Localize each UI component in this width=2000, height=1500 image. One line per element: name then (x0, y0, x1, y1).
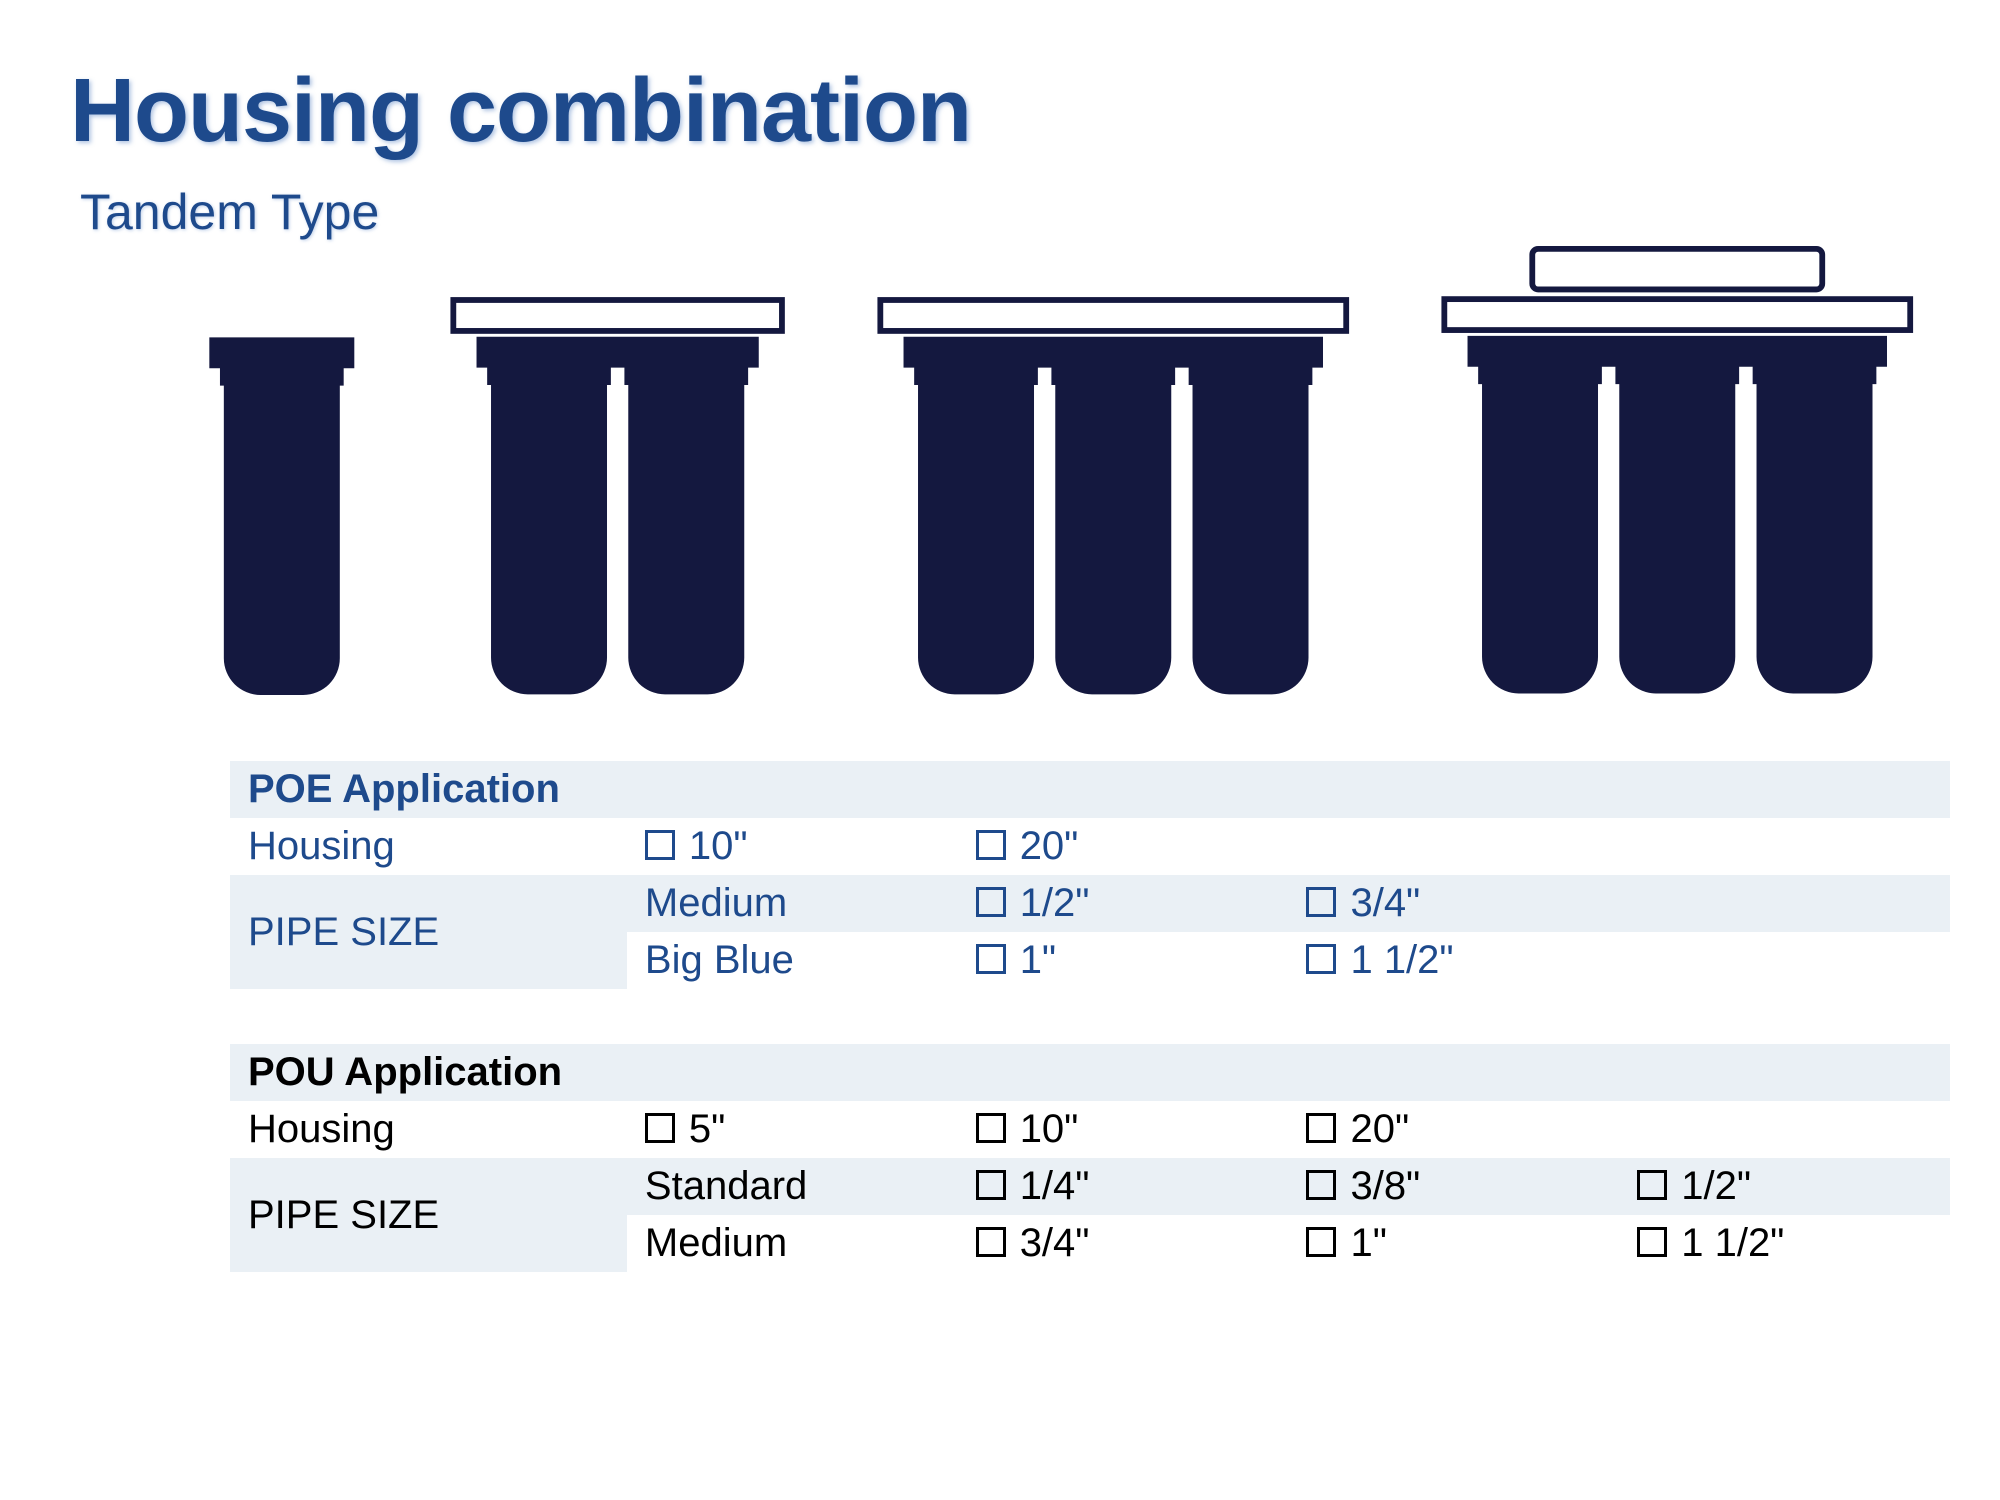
poe-cell (1619, 875, 1950, 932)
pou-option-label: 5" (689, 1107, 725, 1151)
page-subtitle: Tandem Type (80, 183, 1930, 241)
checkbox-icon[interactable] (976, 887, 1006, 917)
pou-table: POU ApplicationHousing 5" 10" 20" PIPE SIZES… (230, 1044, 1950, 1272)
pou-option-label: 10" (1020, 1107, 1079, 1151)
pou-option-label: 1" (1350, 1221, 1386, 1265)
poe-option-label: 3/4" (1350, 881, 1420, 925)
poe-pipesize-label: PIPE SIZE (230, 875, 627, 989)
poe-option-label: 20" (1020, 824, 1079, 868)
checkbox-icon[interactable] (645, 830, 675, 860)
poe-option-label: 1 1/2" (1350, 938, 1453, 982)
pou-header: POU Application (230, 1044, 627, 1101)
poe-option-label: 1/2" (1020, 881, 1090, 925)
tables-container: POE ApplicationHousing10"20"PIPE SIZEMed… (230, 761, 1950, 1272)
pou-option-label: 1 1/2" (1681, 1221, 1784, 1265)
poe-cell (1619, 818, 1950, 875)
checkbox-icon[interactable] (1306, 1170, 1336, 1200)
poe-header: POE Application (230, 761, 627, 818)
poe-cell (1288, 818, 1619, 875)
checkbox-icon[interactable] (1637, 1170, 1667, 1200)
poe-cell (1619, 932, 1950, 989)
poe-option-label: 1" (1020, 938, 1056, 982)
poe-cell: Medium (627, 875, 958, 932)
pou-cell: Housing (230, 1101, 627, 1158)
poe-cell: Housing (230, 818, 627, 875)
pou-option-label: 1/2" (1681, 1164, 1751, 1208)
checkbox-icon[interactable] (1306, 1227, 1336, 1257)
checkbox-icon[interactable] (1306, 1113, 1336, 1143)
pou-cell: Medium (627, 1215, 958, 1272)
checkbox-icon[interactable] (1637, 1227, 1667, 1257)
poe-table: POE ApplicationHousing 10" 20" PIPE SIZEMed… (230, 761, 1950, 989)
pou-cell (1619, 1101, 1950, 1158)
pou-option-label: 3/8" (1350, 1164, 1420, 1208)
checkbox-icon[interactable] (1306, 944, 1336, 974)
checkbox-icon[interactable] (976, 830, 1006, 860)
housing-triple-icon (861, 293, 1366, 711)
housing-triple-with-tank-icon (1425, 241, 1930, 711)
poe-cell: Big Blue (627, 932, 958, 989)
pou-option-label: 1/4" (1020, 1164, 1090, 1208)
housing-double-icon (434, 293, 801, 711)
pou-option-label: 20" (1350, 1107, 1409, 1151)
checkbox-icon[interactable] (1306, 887, 1336, 917)
pou-option-label: 3/4" (1020, 1221, 1090, 1265)
checkbox-icon[interactable] (645, 1113, 675, 1143)
checkbox-icon[interactable] (976, 1170, 1006, 1200)
checkbox-icon[interactable] (976, 1227, 1006, 1257)
housing-single-icon (190, 331, 374, 711)
page-title: Housing combination (70, 60, 1930, 163)
checkbox-icon[interactable] (976, 944, 1006, 974)
pou-cell: Standard (627, 1158, 958, 1215)
pou-pipesize-label: PIPE SIZE (230, 1158, 627, 1272)
checkbox-icon[interactable] (976, 1113, 1006, 1143)
poe-option-label: 10" (689, 824, 748, 868)
housing-diagram-row (190, 271, 1930, 711)
